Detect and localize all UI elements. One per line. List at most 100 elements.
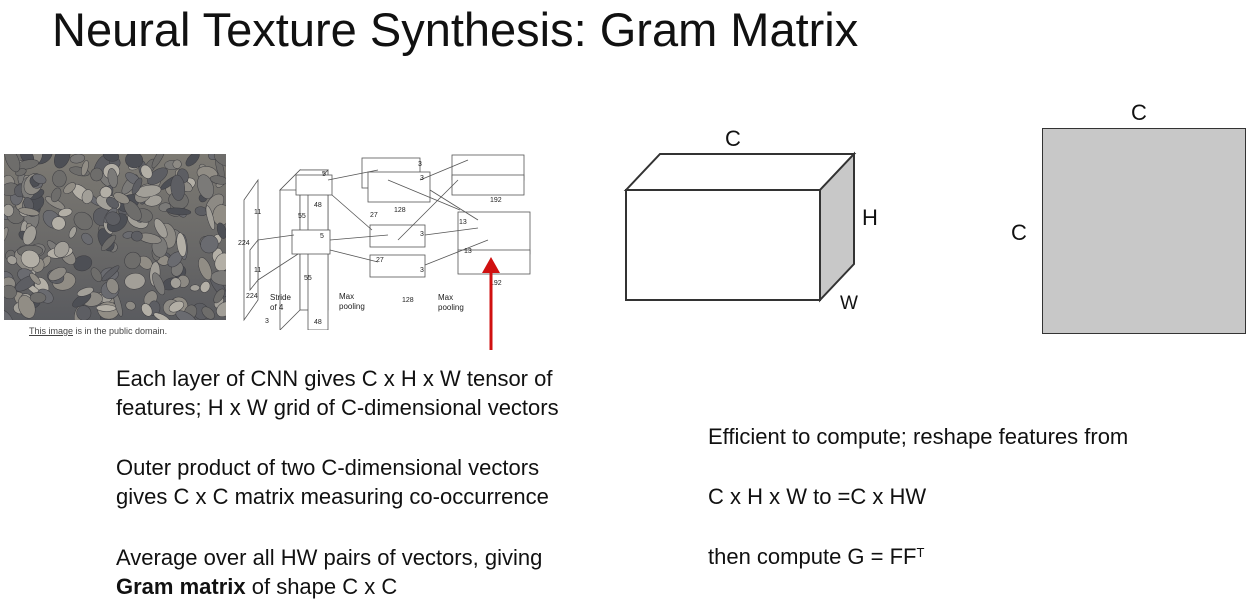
- rock-stone: [216, 301, 226, 318]
- cnn-label: 3: [420, 175, 424, 182]
- rock-stone: [216, 222, 226, 239]
- rock-texture-image: [4, 154, 226, 320]
- rock-stone: [153, 312, 171, 320]
- rock-stone: [198, 257, 213, 281]
- cnn-label: 48: [314, 319, 322, 326]
- bullet-outer-product: Outer product of two C-dimensional vecto…: [116, 453, 549, 511]
- cnn-label: 128: [394, 207, 406, 214]
- rock-stone: [113, 192, 130, 205]
- tensor-w-label: W: [840, 293, 858, 314]
- text-line: Average over all HW pairs of vectors, gi…: [116, 545, 543, 570]
- rock-stone: [54, 154, 71, 169]
- cnn-label: 5: [320, 233, 324, 240]
- rock-stone: [18, 207, 40, 216]
- rock-stone: [51, 216, 66, 231]
- cnn-label: 55: [298, 213, 306, 220]
- cnn-label: 128: [402, 297, 414, 304]
- rock-stone: [76, 287, 94, 297]
- cnn-label: 48: [314, 202, 322, 209]
- cnn-label: 11: [254, 267, 261, 274]
- rock-stone: [52, 170, 67, 188]
- cnn-label: 55: [304, 275, 312, 282]
- cnn-label: 5: [322, 171, 326, 178]
- rock-stone: [209, 175, 226, 185]
- cnn-label: 3: [420, 231, 424, 238]
- rock-stone: [69, 154, 86, 164]
- rock-stone: [81, 189, 94, 204]
- cnn-label: 224: [238, 240, 250, 247]
- rock-stone: [90, 267, 103, 282]
- rock-stone: [201, 306, 215, 320]
- cnn-label: 192: [490, 280, 502, 287]
- cnn-label: 27: [370, 212, 378, 219]
- cnn-label: 13: [459, 219, 467, 226]
- rock-stone: [131, 177, 143, 195]
- cnn-label: 27: [376, 257, 384, 264]
- text-line: gives C x C matrix measuring co-occurren…: [116, 484, 549, 509]
- rock-stone: [214, 252, 226, 272]
- rock-stone: [200, 235, 219, 254]
- cnn-label: of 4: [270, 303, 284, 312]
- rock-stone: [189, 284, 200, 292]
- cnn-label: Max: [438, 293, 453, 302]
- cnn-label: 3: [420, 267, 424, 274]
- rock-stone: [147, 167, 168, 185]
- rock-stone: [4, 308, 13, 320]
- rock-stone: [213, 288, 225, 304]
- rock-stone: [107, 168, 118, 188]
- rock-stone: [68, 226, 77, 239]
- cnn-label: Max: [339, 292, 354, 301]
- bullet-cnn-layer: Each layer of CNN gives C x H x W tensor…: [116, 364, 559, 422]
- cnn-label: 11: [254, 209, 261, 216]
- rock-stone: [185, 154, 200, 167]
- rock-stone: [22, 225, 37, 246]
- rock-stone: [200, 281, 211, 293]
- slide-title: Neural Texture Synthesis: Gram Matrix: [52, 3, 859, 56]
- public-domain-link[interactable]: This image: [29, 326, 74, 336]
- rock-stone: [90, 167, 104, 182]
- text-line: Outer product of two C-dimensional vecto…: [116, 455, 540, 480]
- rock-stone: [20, 249, 40, 268]
- gram-matrix-bold: Gram matrix: [116, 574, 246, 599]
- gram-top-c-label: C: [1131, 100, 1147, 125]
- rock-stone: [166, 207, 192, 216]
- gram-left-c-label: C: [1011, 220, 1027, 245]
- cnn-label: 3: [265, 318, 269, 325]
- rock-stone: [141, 303, 153, 317]
- right-text-line3: then compute G = FFT: [708, 542, 924, 571]
- superscript-t: T: [916, 545, 925, 560]
- rock-stone: [106, 278, 119, 294]
- rock-stone: [170, 174, 186, 201]
- caption-rest: is in the public domain.: [73, 326, 168, 336]
- rock-stone: [73, 255, 93, 272]
- rock-stone: [29, 272, 41, 285]
- rock-stone: [17, 295, 36, 319]
- cnn-label: pooling: [339, 302, 365, 311]
- rock-stone: [175, 310, 197, 320]
- rock-stone: [53, 241, 70, 258]
- cnn-label: pooling: [438, 303, 464, 312]
- rock-stone: [131, 230, 143, 242]
- tensor-c-label: C: [725, 126, 741, 151]
- text-line: Gram matrix of shape C x C: [116, 572, 542, 601]
- cnn-label: 192: [490, 197, 502, 204]
- rock-stone: [4, 154, 21, 173]
- gram-matrix-square: [1042, 128, 1246, 334]
- rock-stone: [29, 292, 47, 304]
- text-line: Each layer of CNN gives C x H x W tensor…: [116, 366, 553, 391]
- red-arrow-icon: [482, 257, 500, 350]
- text-span: then compute G = FF: [708, 544, 917, 569]
- rock-stone: [102, 154, 120, 162]
- rock-stone: [197, 174, 214, 200]
- rock-stone: [101, 234, 117, 252]
- rock-stone: [81, 160, 89, 176]
- rock-stone: [81, 232, 93, 245]
- cnn-label: 13: [464, 248, 472, 255]
- rock-stone: [151, 154, 166, 169]
- image-caption: This image is in the public domain.: [29, 326, 167, 336]
- text-line: features; H x W grid of C-dimensional ve…: [116, 395, 559, 420]
- rock-stone: [205, 205, 215, 230]
- rock-stone: [4, 227, 9, 243]
- cnn-label: 3: [418, 161, 422, 168]
- rock-stone: [73, 211, 93, 231]
